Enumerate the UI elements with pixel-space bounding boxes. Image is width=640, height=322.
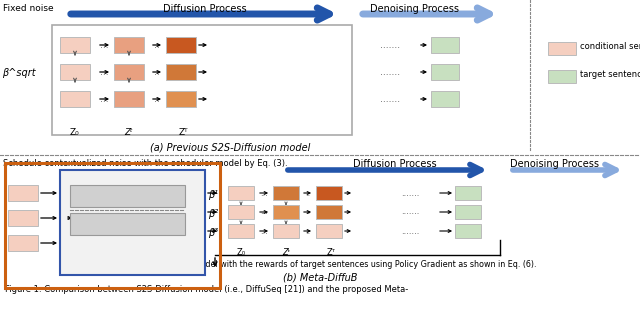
Text: .......: ....... bbox=[401, 188, 419, 197]
Text: β²: β² bbox=[208, 209, 218, 219]
Bar bbox=[548, 70, 576, 83]
Text: Diffusion Process: Diffusion Process bbox=[353, 159, 437, 169]
Bar bbox=[273, 205, 299, 219]
Bar bbox=[455, 186, 481, 200]
Text: Zᵀ: Zᵀ bbox=[326, 248, 335, 257]
Text: .......: ....... bbox=[380, 41, 400, 50]
Bar bbox=[228, 205, 254, 219]
Bar bbox=[273, 186, 299, 200]
Text: Zᵗ: Zᵗ bbox=[282, 248, 290, 257]
Text: ..: .. bbox=[305, 226, 310, 235]
Bar bbox=[114, 64, 144, 80]
Bar bbox=[455, 205, 481, 219]
Bar bbox=[166, 91, 196, 107]
Bar bbox=[70, 213, 185, 235]
Text: ...: ... bbox=[100, 68, 108, 77]
Text: Zᵗ: Zᵗ bbox=[125, 128, 133, 137]
Bar bbox=[166, 64, 196, 80]
Bar bbox=[114, 37, 144, 53]
Bar bbox=[316, 224, 342, 238]
Bar bbox=[8, 210, 38, 226]
Text: Figure 1: Comparison between S2S-Diffusion model (i.e., DiffuSeq [21]) and the p: Figure 1: Comparison between S2S-Diffusi… bbox=[5, 285, 408, 294]
Text: Denoising Process: Denoising Process bbox=[511, 159, 600, 169]
Text: Encoder: Encoder bbox=[107, 185, 147, 195]
Text: ...: ... bbox=[260, 207, 268, 216]
Bar bbox=[8, 235, 38, 251]
Bar bbox=[228, 186, 254, 200]
Bar bbox=[166, 37, 196, 53]
Bar bbox=[228, 224, 254, 238]
Text: Z₀: Z₀ bbox=[70, 128, 80, 137]
Text: ...: ... bbox=[100, 41, 108, 50]
Bar bbox=[70, 185, 185, 207]
Text: ...: ... bbox=[260, 226, 268, 235]
Bar bbox=[60, 64, 90, 80]
Text: ..: .. bbox=[154, 68, 160, 77]
Text: Z₀: Z₀ bbox=[236, 248, 246, 257]
Text: Schedule contextualized noise with the scheduler model by Eq. (3).: Schedule contextualized noise with the s… bbox=[3, 159, 287, 168]
Text: Denoising Process: Denoising Process bbox=[371, 4, 460, 14]
Bar bbox=[273, 224, 299, 238]
Bar bbox=[316, 205, 342, 219]
Text: (b) Meta-DiffuB: (b) Meta-DiffuB bbox=[283, 273, 357, 283]
Text: ..: .. bbox=[305, 188, 310, 197]
Text: ..: .. bbox=[154, 94, 160, 103]
Text: ...: ... bbox=[100, 94, 108, 103]
Bar bbox=[114, 91, 144, 107]
Text: Zᵀ: Zᵀ bbox=[178, 128, 188, 137]
Text: .......: ....... bbox=[401, 226, 419, 235]
Text: ..: .. bbox=[154, 41, 160, 50]
Bar bbox=[431, 64, 459, 80]
Text: Diffusion Process: Diffusion Process bbox=[163, 4, 247, 14]
Bar bbox=[60, 37, 90, 53]
Text: β^sqrt: β^sqrt bbox=[3, 68, 36, 78]
Text: .......: ....... bbox=[401, 207, 419, 216]
Bar bbox=[455, 224, 481, 238]
Text: target sentence: target sentence bbox=[580, 70, 640, 79]
Text: ..: .. bbox=[305, 207, 310, 216]
Text: conditional sentence: conditional sentence bbox=[580, 42, 640, 51]
Bar bbox=[316, 186, 342, 200]
Text: ...: ... bbox=[260, 188, 268, 197]
Text: β³: β³ bbox=[208, 228, 218, 238]
Text: Fixed noise: Fixed noise bbox=[3, 4, 54, 13]
Bar bbox=[8, 185, 38, 201]
Text: β¹: β¹ bbox=[208, 190, 218, 200]
Text: (a) Previous S2S-Diffusion model: (a) Previous S2S-Diffusion model bbox=[150, 142, 310, 152]
Bar bbox=[52, 25, 352, 135]
Bar bbox=[548, 42, 576, 55]
Text: Update the scheduler model with the rewards of target sentences using Policy Gra: Update the scheduler model with the rewa… bbox=[103, 260, 537, 269]
Text: .......: ....... bbox=[380, 68, 400, 77]
Bar bbox=[60, 91, 90, 107]
Bar bbox=[60, 170, 205, 275]
Text: scheduler model: scheduler model bbox=[98, 173, 168, 182]
Text: Decoder: Decoder bbox=[106, 213, 147, 223]
Bar bbox=[431, 91, 459, 107]
Bar bbox=[431, 37, 459, 53]
Text: .......: ....... bbox=[380, 94, 400, 103]
Bar bbox=[5, 163, 220, 288]
